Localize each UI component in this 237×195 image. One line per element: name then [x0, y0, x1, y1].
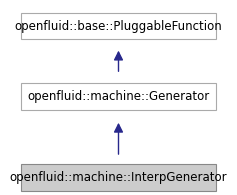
Text: openfluid::base::PluggableFunction: openfluid::base::PluggableFunction	[15, 20, 222, 33]
FancyBboxPatch shape	[21, 13, 216, 39]
Text: openfluid::machine::Generator: openfluid::machine::Generator	[27, 90, 210, 103]
FancyBboxPatch shape	[21, 164, 216, 191]
FancyBboxPatch shape	[21, 83, 216, 110]
Text: openfluid::machine::InterpGenerator: openfluid::machine::InterpGenerator	[10, 171, 227, 184]
